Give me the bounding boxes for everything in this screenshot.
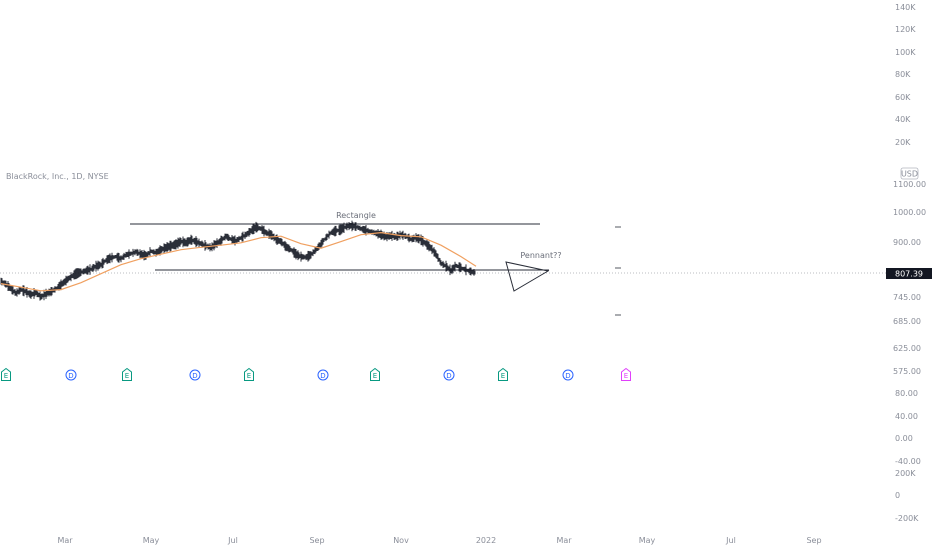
dividend-marker-icon[interactable]: D — [317, 369, 329, 381]
marker-label: D — [446, 372, 451, 380]
time-tick-label: Sep — [309, 536, 324, 545]
lower-tick-label: 0 — [895, 491, 900, 500]
candles — [0, 220, 476, 301]
marker-label: D — [320, 372, 325, 380]
dividend-marker-icon[interactable]: D — [65, 369, 77, 381]
lower-axis: 200K 0 -200K — [895, 469, 919, 523]
time-axis: Mar May Jul Sep Nov 2022 Mar May Jul Sep — [57, 536, 821, 545]
price-tick-label: 1100.00 — [893, 180, 926, 189]
marker-label: E — [4, 372, 8, 380]
price-tick-label: 625.00 — [893, 344, 921, 353]
pennant-annotation[interactable]: Pennant?? — [520, 251, 561, 260]
earnings-marker-icon[interactable]: E — [621, 367, 631, 381]
marker-label: E — [373, 372, 377, 380]
earnings-marker-icon[interactable]: E — [1, 367, 11, 381]
marker-shape — [443, 369, 455, 381]
marker-label: E — [501, 372, 505, 380]
dividend-marker-icon[interactable]: D — [443, 369, 455, 381]
time-tick-label: Sep — [806, 536, 821, 545]
earnings-marker-icon[interactable]: E — [498, 367, 508, 381]
price-tick-label: 575.00 — [893, 367, 921, 376]
marker-shape — [498, 367, 508, 381]
dividend-marker-icon[interactable]: D — [189, 369, 201, 381]
dividend-marker-icon[interactable]: D — [562, 369, 574, 381]
currency-badge[interactable]: USD — [900, 167, 919, 180]
volume-tick-label: 60K — [895, 93, 911, 102]
marker-label: E — [247, 372, 251, 380]
chart-drawings[interactable] — [0, 223, 886, 316]
indicator-tick-label: 80.00 — [895, 389, 918, 398]
price-tick-label: 685.00 — [893, 317, 921, 326]
earnings-marker-icon[interactable]: E — [370, 367, 380, 381]
time-tick-label: Nov — [393, 536, 409, 545]
time-tick-label: May — [639, 536, 656, 545]
marker-shape — [189, 369, 201, 381]
last-price-value: 807.39 — [895, 270, 923, 279]
pennant-triangle — [505, 261, 550, 292]
time-tick-label: Jul — [725, 536, 736, 545]
marker-shape — [317, 369, 329, 381]
price-tick-label: 1000.00 — [893, 208, 926, 217]
indicator-tick-label: 0.00 — [895, 434, 913, 443]
marker-shape — [244, 367, 254, 381]
volume-tick-label: 140K — [895, 3, 916, 12]
earnings-marker-icon[interactable]: E — [122, 367, 132, 381]
marker-shape — [621, 367, 631, 381]
volume-tick-label: 80K — [895, 70, 911, 79]
marker-label: D — [565, 372, 570, 380]
marker-label: D — [68, 372, 73, 380]
marker-label: D — [192, 372, 197, 380]
time-tick-label: May — [143, 536, 160, 545]
currency-label: USD — [901, 170, 918, 179]
time-tick-label: 2022 — [476, 536, 496, 545]
volume-tick-label: 120K — [895, 25, 916, 34]
marker-label: E — [624, 372, 628, 380]
time-tick-label: Mar — [556, 536, 572, 545]
price-tick-label: 900.00 — [893, 238, 921, 247]
marker-shape — [65, 369, 77, 381]
indicator-axis: 80.00 40.00 0.00 -40.00 — [895, 389, 921, 466]
marker-shape — [1, 367, 11, 381]
price-tick-label: 745.00 — [893, 293, 921, 302]
marker-label: E — [125, 372, 129, 380]
indicator-tick-label: 40.00 — [895, 412, 918, 421]
marker-shape — [122, 367, 132, 381]
volume-tick-label: 100K — [895, 48, 916, 57]
rectangle-annotation[interactable]: Rectangle — [336, 211, 376, 220]
last-price-tag: 807.39 — [886, 268, 932, 279]
lower-tick-label: 200K — [895, 469, 916, 478]
volume-tick-label: 40K — [895, 115, 911, 124]
indicator-tick-label: -40.00 — [895, 457, 921, 466]
time-tick-label: Mar — [57, 536, 73, 545]
volume-axis: 140K 120K 100K 80K 60K 40K 20K — [895, 3, 916, 147]
price-axis: 1100.00 1000.00 900.00 745.00 685.00 625.00 57… — [893, 180, 926, 376]
marker-shape — [562, 369, 574, 381]
symbol-title: BlackRock, Inc., 1D, NYSE — [6, 172, 109, 181]
marker-shape — [370, 367, 380, 381]
time-tick-label: Jul — [227, 536, 238, 545]
earnings-marker-icon[interactable]: E — [244, 367, 254, 381]
volume-tick-label: 20K — [895, 138, 911, 147]
lower-tick-label: -200K — [895, 514, 919, 523]
moving-average-line — [0, 231, 477, 292]
